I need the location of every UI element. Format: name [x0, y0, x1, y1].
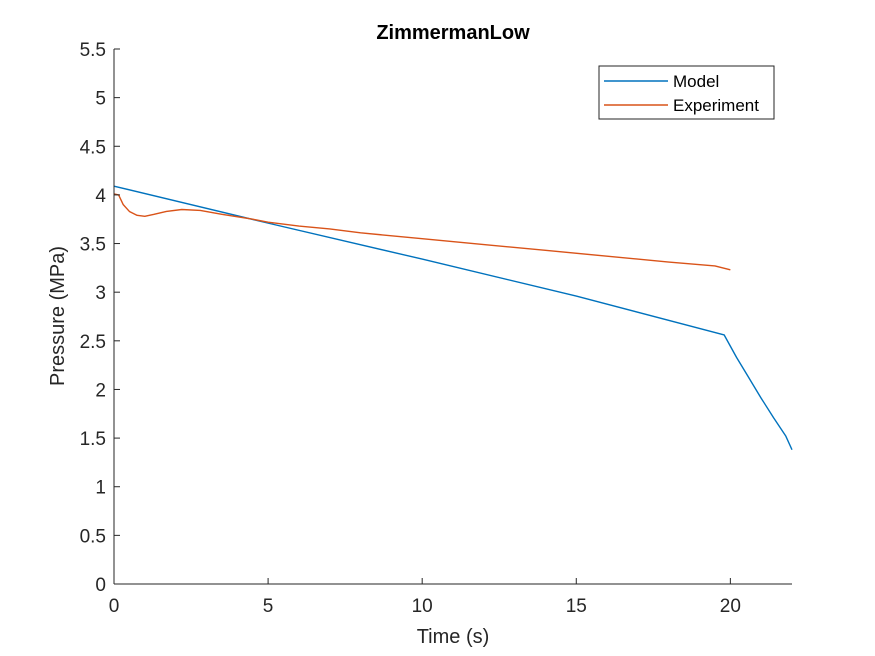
- y-tick-label: 0.5: [80, 526, 106, 547]
- y-tick-label: 4.5: [80, 137, 106, 158]
- x-axis-label: Time (s): [417, 626, 490, 648]
- y-tick-label: 5.5: [80, 40, 106, 61]
- y-tick-label: 0: [95, 575, 106, 596]
- legend: Model Experiment: [598, 65, 775, 120]
- series-line-model: [113, 185, 793, 451]
- series-line-experiment: [113, 193, 731, 271]
- y-tick-label: 1.5: [80, 429, 106, 450]
- axes-layer: 0 5 10 15 20 0 0.5 1 1.5 2 2.5 3 3.5 4 4.5 5 5.5: [80, 40, 792, 617]
- plot-background: [114, 49, 792, 584]
- x-tick-label: 15: [566, 596, 587, 617]
- chart-title: ZimmermanLow: [376, 22, 530, 44]
- y-tick-label: 4: [95, 186, 106, 207]
- x-tick-label: 5: [263, 596, 274, 617]
- x-tick-label: 20: [720, 596, 741, 617]
- y-tick-label: 2: [95, 380, 106, 401]
- y-tick-label: 5: [95, 89, 106, 110]
- y-tick-label: 1: [95, 478, 106, 499]
- y-tick-label: 3: [95, 283, 106, 304]
- legend-label-model: Model: [673, 72, 719, 91]
- y-tick-label: 2.5: [80, 332, 106, 353]
- series-layer: [113, 185, 793, 451]
- y-axis-label: Pressure (MPa): [47, 246, 69, 386]
- y-tick-label: 3.5: [80, 235, 106, 256]
- legend-label-experiment: Experiment: [673, 96, 759, 115]
- x-tick-label: 10: [412, 596, 433, 617]
- legend-box: [598, 65, 775, 120]
- x-tick-label: 0: [109, 596, 120, 617]
